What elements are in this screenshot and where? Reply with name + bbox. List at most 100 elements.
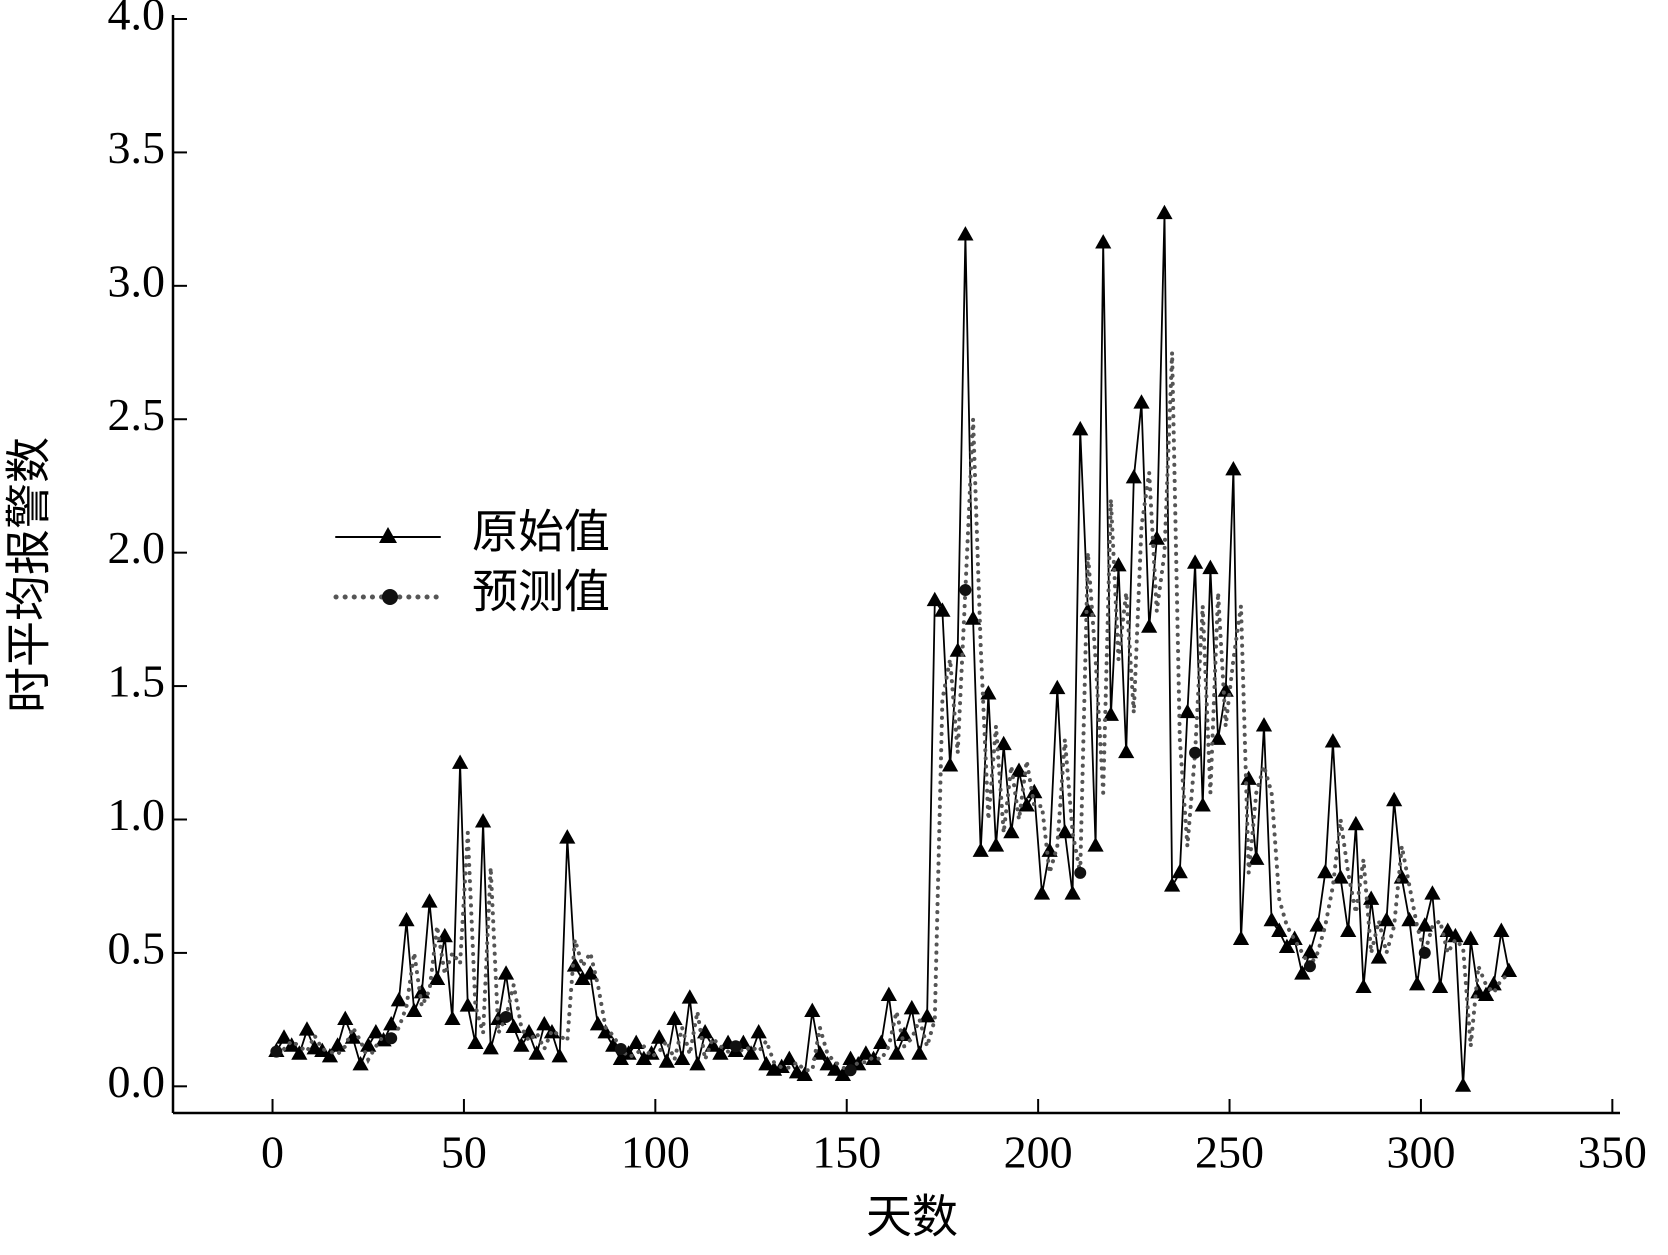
- x-tick-label: 350: [1578, 1127, 1647, 1178]
- point-marker: [528, 1045, 545, 1060]
- point-marker: [536, 1015, 553, 1031]
- point-marker: [742, 1045, 760, 1060]
- point-marker: [459, 997, 476, 1012]
- point-marker: [1309, 917, 1326, 932]
- point-marker: [689, 1055, 706, 1071]
- y-tick-label: 1.0: [108, 789, 166, 840]
- point-marker: [1148, 530, 1165, 545]
- point-marker: [781, 1050, 798, 1066]
- point-marker: [574, 970, 591, 985]
- point-marker: [1141, 618, 1158, 633]
- point-marker: [360, 1037, 377, 1052]
- point-marker: [1087, 837, 1104, 852]
- point-marker: [1156, 204, 1173, 220]
- point-marker: [1418, 946, 1431, 959]
- point-marker: [972, 842, 989, 857]
- point-marker: [1493, 922, 1510, 937]
- point-marker: [1347, 815, 1364, 831]
- point-marker: [1049, 679, 1066, 695]
- point-marker: [1209, 730, 1227, 745]
- point-marker: [398, 911, 415, 927]
- x-tick-label: 300: [1386, 1127, 1455, 1178]
- point-marker: [321, 1047, 339, 1063]
- point-marker: [1500, 962, 1518, 977]
- point-marker: [1278, 938, 1296, 953]
- point-marker: [1056, 823, 1074, 839]
- point-marker: [413, 983, 430, 999]
- point-marker: [1064, 885, 1081, 900]
- point-marker: [1409, 975, 1426, 991]
- point-marker: [1386, 791, 1403, 807]
- point-marker: [614, 1042, 627, 1055]
- point-marker: [712, 1045, 729, 1060]
- point-marker: [1340, 922, 1357, 937]
- y-tick-label: 2.0: [108, 522, 166, 573]
- point-marker: [1317, 863, 1334, 879]
- point-marker: [1010, 762, 1028, 777]
- point-marker: [696, 1023, 714, 1039]
- point-marker: [957, 226, 974, 241]
- point-marker: [298, 1021, 316, 1036]
- point-marker: [796, 1066, 813, 1082]
- point-marker: [941, 757, 959, 772]
- y-tick-label: 0.0: [108, 1056, 166, 1107]
- point-marker: [804, 1002, 821, 1018]
- point-marker: [934, 602, 951, 617]
- point-marker: [383, 1015, 400, 1031]
- point-marker: [926, 591, 943, 607]
- point-marker: [1179, 703, 1196, 719]
- y-tick-label: 4.0: [108, 0, 166, 40]
- point-marker: [589, 1015, 607, 1031]
- point-marker: [750, 1023, 767, 1039]
- point-marker: [559, 829, 576, 844]
- point-marker: [1164, 877, 1181, 892]
- point-marker: [658, 1053, 675, 1068]
- point-marker: [1003, 823, 1020, 839]
- point-marker: [421, 893, 438, 908]
- point-marker: [385, 1032, 398, 1045]
- point-marker: [1370, 949, 1387, 964]
- point-marker: [911, 1045, 928, 1060]
- point-marker: [406, 1002, 423, 1018]
- point-marker: [1477, 986, 1495, 1001]
- point-marker: [1301, 943, 1319, 959]
- x-tick-label: 100: [621, 1127, 690, 1178]
- point-marker: [390, 991, 407, 1007]
- legend-marker: [379, 527, 397, 543]
- point-marker: [980, 685, 997, 700]
- point-marker: [1332, 869, 1349, 884]
- y-tick-label: 3.0: [108, 255, 166, 306]
- y-tick-label: 3.5: [108, 122, 166, 173]
- point-marker: [444, 1010, 461, 1026]
- point-marker: [1462, 930, 1479, 945]
- point-marker: [1454, 1077, 1472, 1092]
- x-tick-label: 200: [1004, 1127, 1073, 1178]
- point-marker: [1255, 717, 1273, 732]
- point-marker: [758, 1055, 775, 1071]
- point-marker: [888, 1045, 905, 1060]
- point-marker: [1171, 863, 1188, 879]
- point-marker: [429, 970, 446, 985]
- point-marker: [352, 1055, 369, 1071]
- y-tick-label: 2.5: [108, 389, 166, 440]
- point-marker: [643, 1045, 660, 1060]
- point-marker: [551, 1047, 568, 1063]
- point-marker: [500, 1010, 513, 1023]
- point-marker: [1133, 394, 1150, 409]
- point-marker: [1018, 797, 1035, 812]
- point-marker: [1202, 559, 1219, 575]
- point-marker: [1110, 557, 1127, 572]
- y-tick-label: 0.5: [108, 922, 166, 973]
- point-marker: [520, 1023, 538, 1039]
- point-marker: [651, 1029, 668, 1044]
- x-tick-label: 250: [1195, 1127, 1264, 1178]
- point-marker: [283, 1037, 300, 1052]
- point-marker: [1072, 420, 1089, 436]
- point-marker: [896, 1026, 913, 1042]
- point-marker: [452, 754, 469, 769]
- point-marker: [474, 813, 492, 828]
- point-marker: [513, 1037, 530, 1052]
- point-marker: [1240, 770, 1257, 785]
- point-marker: [1294, 965, 1311, 980]
- point-marker: [865, 1050, 882, 1066]
